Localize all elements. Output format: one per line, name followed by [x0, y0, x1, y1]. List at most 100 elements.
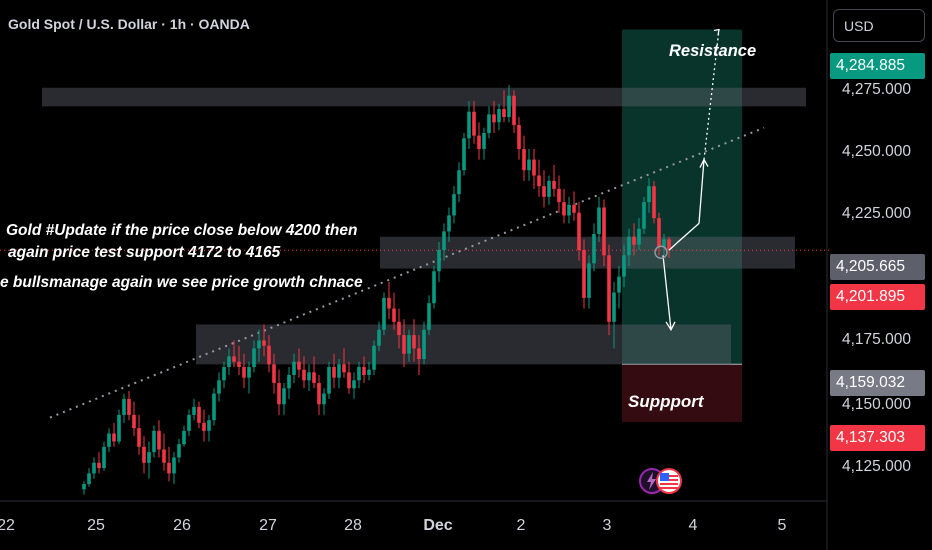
candle-body [442, 231, 446, 250]
x-tick-label: 22 [0, 517, 15, 534]
candle-body [142, 446, 146, 463]
candle-body [287, 375, 291, 389]
support-label: Suppport [628, 392, 704, 411]
candle-body [167, 462, 171, 474]
candle-body [657, 218, 661, 248]
candle-body [482, 132, 486, 149]
y-tick-label: 4,275.000 [842, 81, 911, 98]
price-marker [654, 245, 668, 260]
candle-body [652, 186, 656, 219]
x-tick-label: 5 [777, 517, 787, 534]
x-tick-label: 2 [516, 517, 526, 534]
candle-body [137, 428, 141, 447]
candle-body [567, 204, 571, 216]
x-tick-label: 27 [259, 517, 277, 534]
candle-body [552, 180, 556, 189]
candle-body [202, 422, 206, 431]
annotation-line-1: Gold #Update if the price close below 42… [6, 222, 358, 239]
x-tick-label: Dec [423, 517, 453, 534]
candle-body [432, 271, 436, 304]
x-tick-label: 28 [344, 517, 362, 534]
candle-body [572, 204, 576, 213]
price-badge-resistance: 4,284.885 [830, 53, 925, 79]
candle-body [227, 356, 231, 368]
candle-body [452, 194, 456, 216]
y-tick-label: 4,225.000 [842, 205, 911, 222]
candle-body [462, 138, 466, 171]
economic-events[interactable] [638, 467, 684, 495]
candle-body [557, 188, 561, 203]
candle-body [292, 361, 296, 375]
arrow-down-head [665, 321, 676, 332]
candle-body [662, 239, 666, 248]
candle-body [427, 303, 431, 330]
candle-body [272, 364, 276, 383]
candle-body [122, 398, 126, 415]
candle-body [87, 473, 91, 485]
candle-body [532, 159, 536, 176]
candle-body [267, 345, 271, 365]
candle-body [602, 207, 606, 256]
candle-body [127, 398, 131, 415]
candle-body [177, 444, 181, 458]
y-tick-label: 4,175.000 [842, 331, 911, 348]
candle-body [107, 433, 111, 447]
candle-body [632, 236, 636, 245]
candle-body [597, 207, 601, 235]
x-tick-label: 4 [688, 517, 698, 534]
candle-body [467, 111, 471, 139]
candle-body [97, 462, 101, 469]
trendline [49, 126, 765, 419]
candle-body [357, 367, 361, 381]
candle-body [392, 308, 396, 322]
candle-body [522, 148, 526, 171]
candle-body [582, 250, 586, 298]
price-badge-support: 4,159.032 [830, 370, 925, 396]
candle-body [352, 380, 356, 389]
candle-body [347, 372, 351, 389]
candle-body [622, 255, 626, 277]
candle-body [472, 111, 476, 136]
profit-zone [622, 29, 742, 365]
x-tick-label: 3 [602, 517, 612, 534]
candle-body [517, 125, 521, 149]
candle-body [647, 186, 651, 203]
candle-body [297, 361, 301, 370]
candle-body [172, 457, 176, 474]
candle-body [262, 340, 266, 346]
candle-body [312, 372, 316, 383]
candle-body [332, 367, 336, 378]
candle-body [162, 449, 166, 463]
candle-body [187, 414, 191, 431]
lightning-bolt [647, 472, 656, 490]
candle-body [457, 170, 461, 195]
candle-body [82, 484, 86, 490]
currency-selector[interactable]: USD [833, 9, 925, 42]
candle-body [562, 202, 566, 216]
candle-body [247, 367, 251, 378]
candle-body [387, 297, 391, 309]
resistance-label: Resistance [669, 42, 757, 60]
candle-body [412, 335, 416, 349]
candle-body [637, 228, 641, 245]
candle-body [342, 364, 346, 373]
candle-body [317, 382, 321, 405]
candle-body [367, 369, 371, 375]
candle-body [327, 367, 331, 394]
candle-body [182, 430, 186, 445]
candle-body [627, 236, 631, 256]
price-badge-last: 4,201.895 [830, 284, 925, 310]
candle-body [642, 202, 646, 229]
candle-body [252, 348, 256, 368]
candle-body [487, 114, 491, 133]
candle-body [502, 109, 506, 118]
candle-body [492, 114, 496, 123]
candle-body [542, 186, 546, 197]
candle-body [117, 414, 121, 442]
y-tick-label: 4,250.000 [842, 143, 911, 160]
candle-body [577, 212, 581, 250]
candle-body [537, 175, 541, 187]
projection-dotted [703, 29, 720, 160]
candle-body [192, 406, 196, 415]
